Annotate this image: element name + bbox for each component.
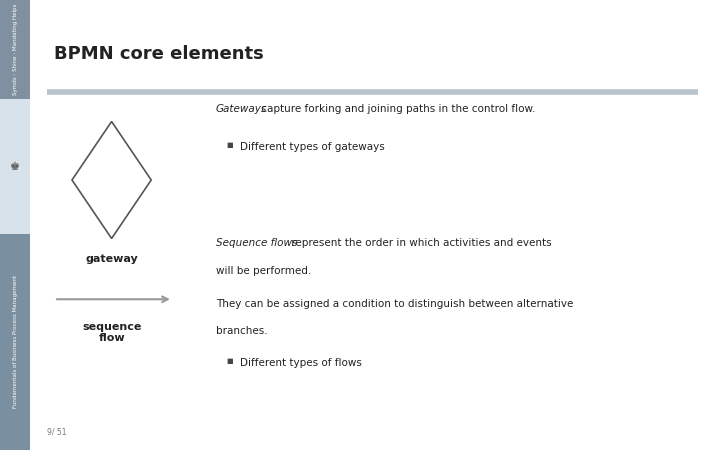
Text: BPMN core elements: BPMN core elements xyxy=(54,45,264,63)
Text: branches.: branches. xyxy=(216,326,268,336)
Polygon shape xyxy=(72,122,151,238)
Text: Different types of flows: Different types of flows xyxy=(240,358,361,368)
Text: Fundamentals of Business Process Management: Fundamentals of Business Process Managem… xyxy=(13,275,17,409)
Text: They can be assigned a condition to distinguish between alternative: They can be assigned a condition to dist… xyxy=(216,299,573,309)
Text: ■: ■ xyxy=(227,358,233,364)
Text: capture forking and joining paths in the control flow.: capture forking and joining paths in the… xyxy=(258,104,535,113)
Text: ■: ■ xyxy=(227,142,233,148)
Text: represent the order in which activities and events: represent the order in which activities … xyxy=(288,238,552,248)
Text: Sequence flows: Sequence flows xyxy=(216,238,297,248)
FancyBboxPatch shape xyxy=(0,234,30,450)
Text: 9/ 51: 9/ 51 xyxy=(47,428,66,436)
Text: will be performed.: will be performed. xyxy=(216,266,311,275)
Text: Different types of gateways: Different types of gateways xyxy=(240,142,384,152)
FancyBboxPatch shape xyxy=(0,99,30,234)
Text: Gateways: Gateways xyxy=(216,104,267,113)
Text: ♚: ♚ xyxy=(10,162,20,171)
Text: gateway: gateway xyxy=(85,254,138,264)
Text: Symds - Shine - Mandating Helps: Symds - Shine - Mandating Helps xyxy=(13,4,17,95)
Text: sequence
flow: sequence flow xyxy=(82,322,141,343)
FancyBboxPatch shape xyxy=(0,0,30,99)
